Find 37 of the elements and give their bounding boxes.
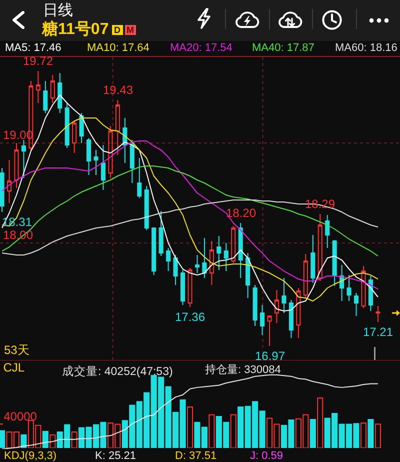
annotation: 19.72 bbox=[23, 54, 54, 68]
chart-subtitle: 糖11号07 bbox=[42, 21, 109, 39]
chart-title: 日线 bbox=[43, 2, 73, 20]
text: KDJ(9,3,3) bbox=[4, 450, 57, 462]
annotation: 53天 bbox=[4, 343, 30, 357]
text: MA60: 18.16 bbox=[335, 42, 398, 54]
annotation: 成交量: 40252(47:53) bbox=[62, 364, 173, 378]
text: MA10: 17.64 bbox=[87, 42, 150, 54]
annotation: 17.36 bbox=[175, 310, 206, 324]
bar bbox=[0, 430, 6, 448]
annotation: 17.21 bbox=[363, 325, 394, 339]
annotation: 19.43 bbox=[103, 83, 134, 97]
bar bbox=[71, 431, 78, 448]
text: K: 25.21 bbox=[95, 450, 136, 462]
bar bbox=[20, 434, 27, 448]
text: M bbox=[124, 25, 136, 35]
text: MA40: 17.87 bbox=[252, 42, 314, 54]
bar bbox=[208, 414, 215, 448]
bar bbox=[317, 398, 324, 448]
bar bbox=[50, 434, 56, 448]
bar bbox=[186, 406, 194, 448]
bar bbox=[374, 424, 381, 448]
text: MA5: 17.46 bbox=[5, 42, 62, 54]
text: D bbox=[112, 25, 123, 35]
bar bbox=[230, 414, 236, 448]
bar bbox=[360, 422, 367, 448]
series-label: 持仓量: 330084 bbox=[205, 364, 281, 376]
text: J: 0.59 bbox=[250, 450, 284, 462]
bar bbox=[368, 418, 374, 448]
text: D: 37.51 bbox=[175, 450, 217, 462]
text: MA20: 17.54 bbox=[170, 42, 232, 54]
bar bbox=[42, 430, 48, 448]
annotation: 16.97 bbox=[255, 349, 286, 363]
y-tick-label: 40000 bbox=[4, 409, 38, 424]
bar bbox=[310, 418, 316, 448]
annotation: 18.20 bbox=[226, 206, 256, 220]
chart-title: CJL bbox=[3, 360, 25, 374]
